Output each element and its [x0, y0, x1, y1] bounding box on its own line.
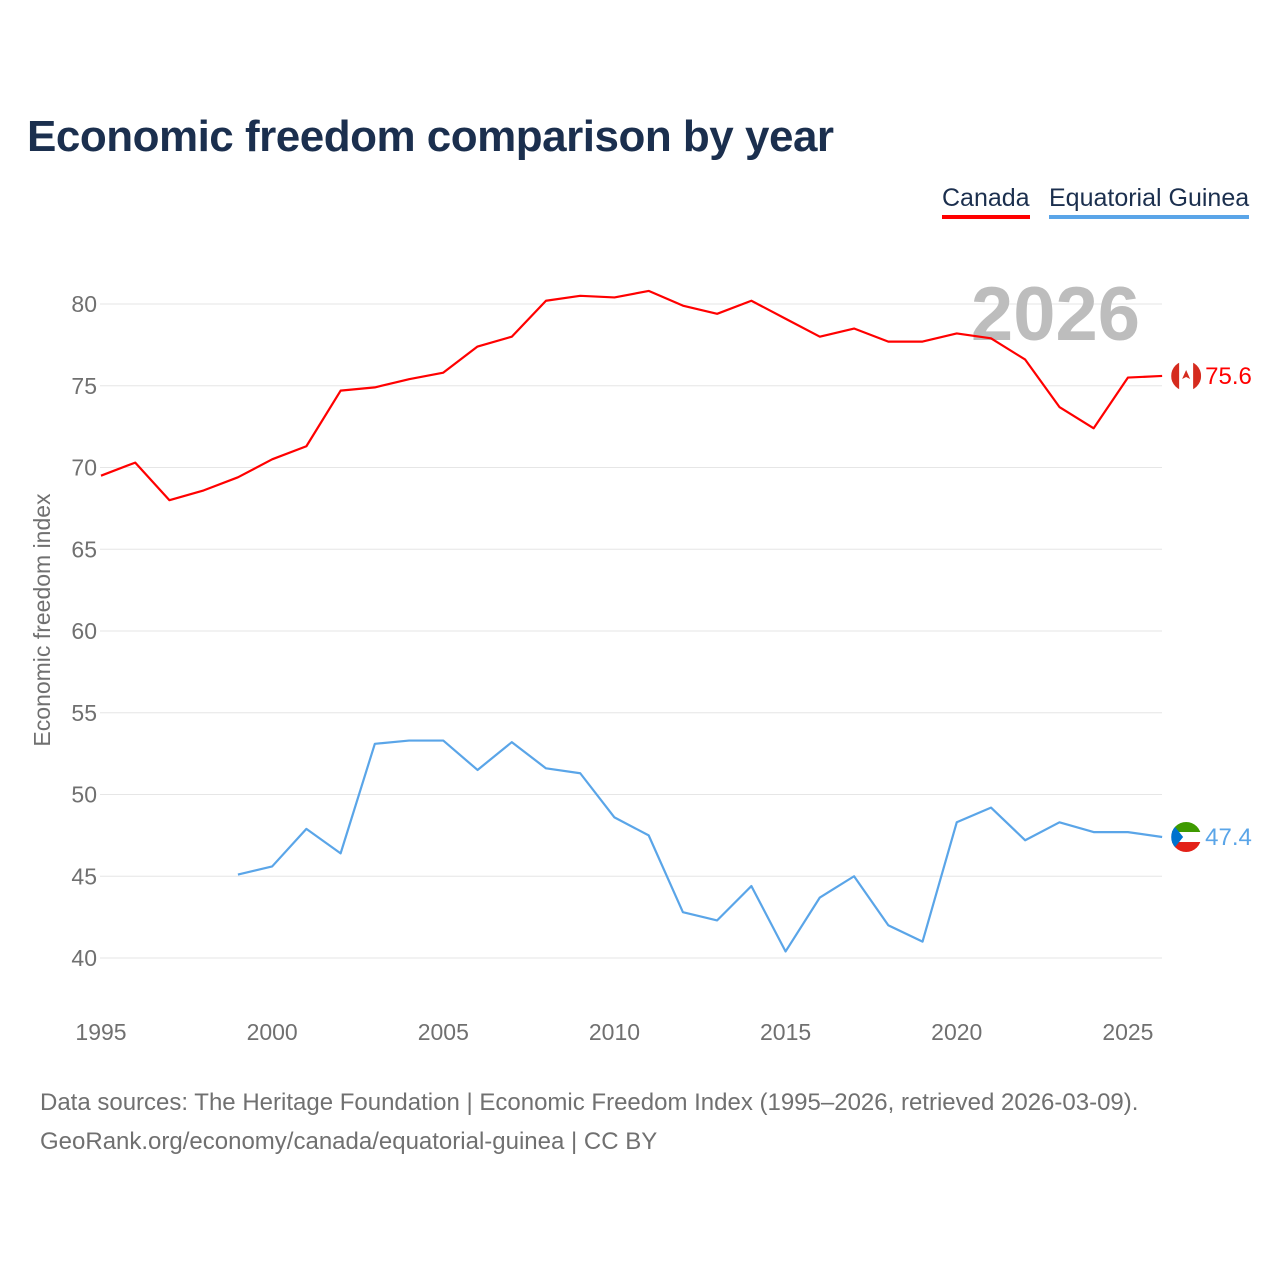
flag-red	[1171, 842, 1202, 853]
series-line-canada	[100, 289, 1163, 502]
flag-red-right	[1193, 360, 1202, 391]
flag-icon-canada	[1171, 360, 1202, 391]
x-tick-label: 2025	[1102, 1019, 1153, 1045]
source-note: Data sources: The Heritage Foundation | …	[40, 1089, 1139, 1116]
end-value-label: 47.4	[1205, 824, 1252, 851]
legend-equatorial-guinea[interactable]: Equatorial Guinea	[1049, 184, 1250, 219]
flag-body	[1171, 360, 1202, 391]
flag-body	[1171, 822, 1202, 853]
x-tick-label: 2005	[418, 1019, 469, 1045]
y-axis-label: Economic freedom index	[29, 493, 55, 747]
x-tick-label: 2010	[589, 1019, 640, 1045]
year-watermark: 2026	[971, 272, 1140, 357]
y-tick-label: 40	[71, 945, 97, 971]
end-value-label: 75.6	[1205, 363, 1252, 390]
y-tick-label: 55	[71, 700, 97, 726]
x-tick-label: 2020	[931, 1019, 982, 1045]
y-tick-label: 65	[71, 536, 97, 562]
chart-title: Economic freedom comparison by year	[27, 112, 834, 161]
flag-red-left	[1171, 360, 1180, 391]
y-tick-label: 80	[71, 291, 97, 317]
y-tick-label: 60	[71, 618, 97, 644]
source-link[interactable]: GeoRank.org/economy/canada/equatorial-gu…	[40, 1128, 658, 1155]
x-tick-label: 2000	[247, 1019, 298, 1045]
series-line-equatorial-guinea	[237, 739, 1163, 953]
legend-canada[interactable]: Canada	[942, 184, 1030, 219]
y-tick-label: 45	[71, 863, 97, 889]
y-tick-label: 50	[71, 782, 97, 808]
flag-white	[1171, 832, 1202, 843]
x-tick-label: 1995	[75, 1019, 126, 1045]
flag-green	[1171, 822, 1202, 833]
flag-icon-equatorial-guinea	[1171, 822, 1202, 853]
x-tick-label: 2015	[760, 1019, 811, 1045]
y-tick-label: 75	[71, 373, 97, 399]
flag-blue-triangle	[1171, 822, 1184, 853]
maple-leaf-icon	[1182, 369, 1191, 379]
y-tick-label: 70	[71, 455, 97, 481]
